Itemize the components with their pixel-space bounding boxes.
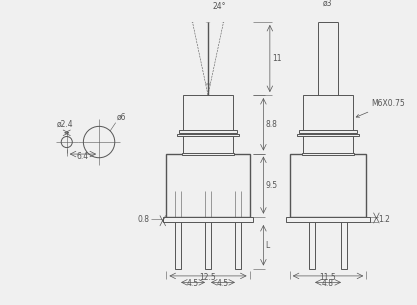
Text: 4.8: 4.8 bbox=[322, 279, 334, 288]
Bar bbox=[182, 152, 234, 155]
Bar bbox=[177, 134, 239, 136]
Bar bbox=[166, 153, 249, 217]
Bar bbox=[290, 153, 366, 217]
Bar bbox=[205, 217, 211, 268]
Text: 12.5: 12.5 bbox=[200, 273, 216, 282]
Text: ø3: ø3 bbox=[323, 0, 333, 8]
Text: 6.4: 6.4 bbox=[77, 152, 89, 160]
Text: 11.5: 11.5 bbox=[320, 273, 337, 282]
Bar bbox=[303, 95, 353, 153]
Bar bbox=[341, 217, 347, 268]
Bar bbox=[163, 217, 253, 222]
Text: M6X0.75: M6X0.75 bbox=[356, 99, 404, 117]
Bar bbox=[302, 152, 354, 155]
Text: 8.8: 8.8 bbox=[265, 120, 277, 129]
Bar bbox=[183, 95, 233, 153]
Text: L: L bbox=[265, 241, 269, 250]
Text: 4.5: 4.5 bbox=[217, 279, 229, 288]
Text: 1.2: 1.2 bbox=[378, 215, 390, 224]
Bar bbox=[296, 134, 359, 136]
Bar bbox=[175, 217, 181, 268]
Text: 9.5: 9.5 bbox=[265, 181, 277, 190]
Text: 4.5: 4.5 bbox=[187, 279, 199, 288]
Text: 0.8: 0.8 bbox=[138, 215, 150, 224]
Bar bbox=[286, 217, 370, 222]
Bar bbox=[235, 217, 241, 268]
Text: ø6: ø6 bbox=[117, 113, 126, 122]
Text: ø2.4: ø2.4 bbox=[57, 120, 73, 129]
Bar bbox=[179, 130, 236, 133]
Bar bbox=[299, 130, 357, 133]
Text: 11: 11 bbox=[272, 54, 281, 63]
Bar bbox=[309, 217, 315, 268]
Text: 24°: 24° bbox=[212, 2, 226, 11]
